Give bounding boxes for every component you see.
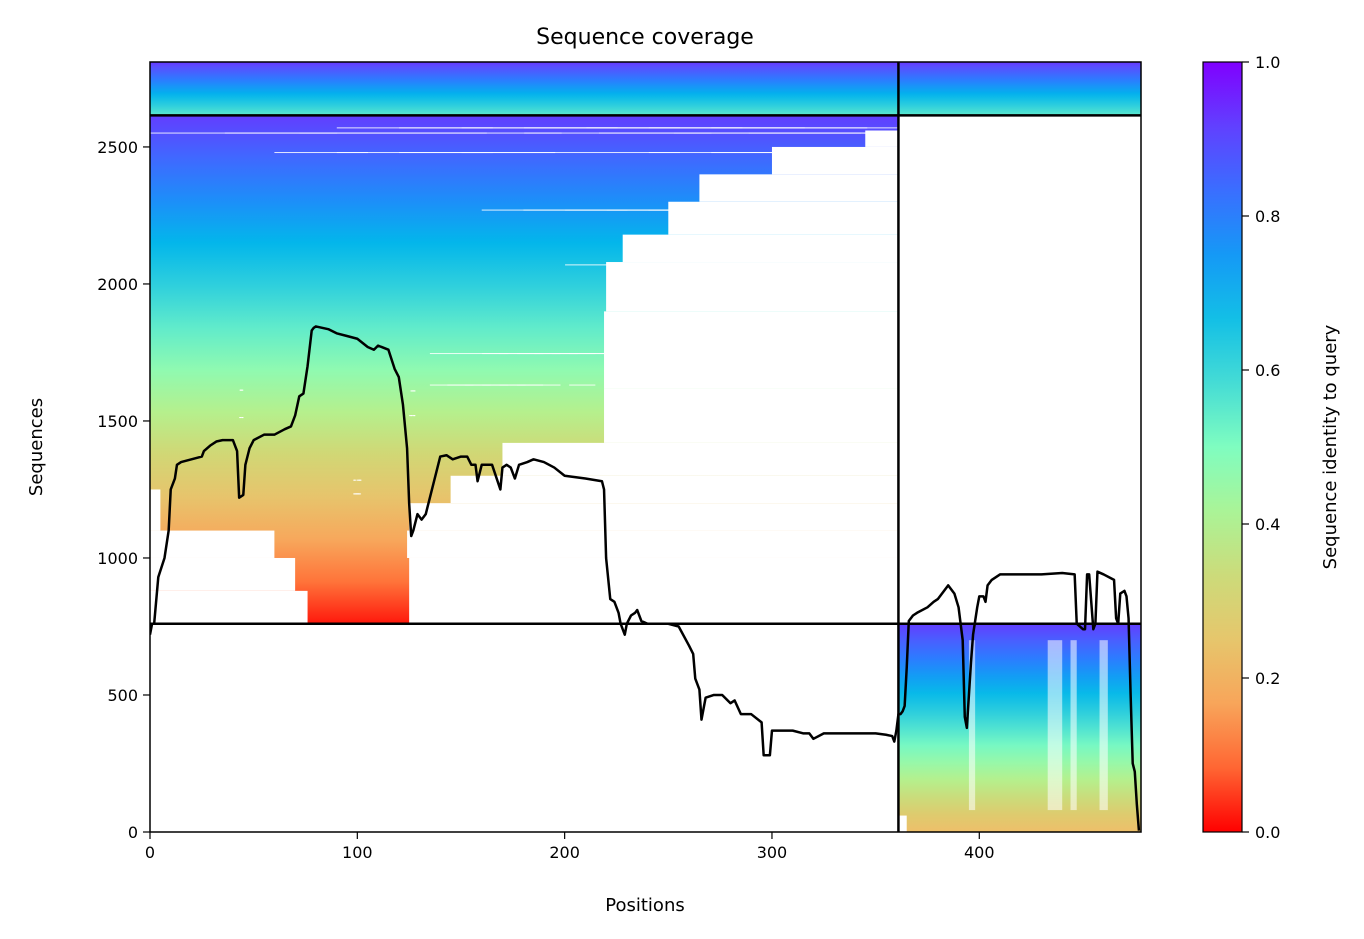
x-axis-label: Positions: [605, 895, 684, 916]
coverage-gap: [150, 557, 296, 591]
coverage-streak: [354, 479, 356, 481]
coverage-streak: [447, 384, 474, 386]
chart-title: Sequence coverage: [536, 25, 754, 50]
coverage-streak: [711, 127, 868, 129]
x-tick-label: 400: [964, 843, 995, 862]
coverage-streak: [356, 479, 358, 481]
coverage-streak: [359, 479, 362, 481]
coverage-streak: [399, 152, 493, 154]
coverage-streak: [274, 152, 368, 154]
coverage-gap: [771, 146, 899, 175]
y-tick-label: 2000: [97, 275, 138, 294]
x-axis-ticks: 0 100 200 300 400: [145, 832, 995, 862]
coverage-gap: [898, 815, 907, 832]
coverage-gap: [450, 475, 899, 504]
colorbar-tick-label: 0.8: [1255, 207, 1280, 226]
coverage-streak: [242, 389, 244, 391]
plot-area: [150, 62, 1141, 832]
coverage-block: [898, 62, 1141, 116]
coverage-streak: [773, 264, 836, 266]
x-tick-label: 0: [145, 843, 155, 862]
coverage-streak: [409, 415, 411, 417]
coverage-gap: [150, 489, 161, 531]
coverage-streak: [516, 384, 544, 386]
y-axis-ticks: 0 500 1000 1500 2000 2500: [97, 138, 150, 842]
coverage-gap: [604, 311, 899, 389]
colorbar-tick-label: 0.4: [1255, 515, 1280, 534]
x-tick-label: 200: [549, 843, 580, 862]
coverage-gap: [604, 388, 899, 443]
colorbar-tick-label: 0.6: [1255, 361, 1280, 380]
coverage-gap: [606, 262, 899, 312]
coverage-block: [150, 62, 899, 116]
coverage-streak: [482, 384, 509, 386]
colorbar: [1202, 61, 1243, 833]
colorbar-label: Sequence identity to query: [1320, 324, 1341, 569]
coverage-streak: [569, 384, 596, 386]
coverage-gap: [502, 442, 899, 476]
coverage-gap: [409, 503, 899, 531]
coverage-streak: [815, 264, 899, 266]
coverage-streak: [242, 417, 244, 419]
plot-frame: [149, 61, 1142, 833]
coverage-gap: [622, 234, 899, 263]
y-tick-label: 1500: [97, 412, 138, 431]
coverage-streak: [1099, 640, 1108, 811]
y-tick-label: 2500: [97, 138, 138, 157]
coverage-streak: [413, 415, 415, 417]
coverage-gap: [409, 557, 899, 624]
coverage-streak: [815, 209, 899, 211]
coverage-gap: [699, 174, 899, 202]
coverage-streak: [414, 415, 416, 417]
colorbar-tick-label: 0.0: [1255, 823, 1280, 842]
coverage-gap: [865, 130, 899, 147]
coverage-gap: [150, 590, 308, 624]
y-axis-label: Sequences: [26, 398, 47, 496]
coverage-streak: [748, 132, 899, 134]
coverage-streak: [1070, 640, 1077, 811]
colorbar-tick-label: 1.0: [1255, 53, 1280, 72]
colorbar-ticks: 0.0 0.2 0.4 0.6 0.8 1.0: [1242, 53, 1280, 842]
coverage-streak: [299, 132, 487, 134]
x-tick-label: 100: [342, 843, 373, 862]
coverage-gap: [668, 201, 899, 235]
coverage-streak: [773, 152, 899, 154]
coverage-streak: [358, 479, 360, 481]
coverage-streak: [690, 264, 753, 266]
coverage-gap: [407, 530, 899, 558]
coverage-streak: [569, 353, 605, 355]
coverage-streak: [968, 640, 976, 811]
colorbar-tick-label: 0.2: [1255, 669, 1280, 688]
coverage-line: [150, 325, 1141, 831]
coverage-gap: [150, 530, 275, 558]
coverage-streak: [1047, 640, 1063, 811]
y-tick-label: 1000: [97, 549, 138, 568]
coverage-streak: [648, 209, 836, 211]
coverage-streak: [358, 493, 361, 495]
coverage-streak: [414, 390, 416, 392]
coverage-streak: [606, 264, 670, 266]
y-tick-label: 0: [128, 823, 138, 842]
coverage-streak: [461, 152, 681, 154]
coverage-gaps: [150, 115, 1108, 832]
coverage-streak: [711, 152, 805, 154]
coverage-streak: [411, 415, 414, 417]
x-tick-label: 300: [757, 843, 788, 862]
y-tick-label: 500: [107, 686, 138, 705]
coverage-streak: [239, 417, 242, 419]
coverage-streak: [429, 353, 509, 355]
coverage-streak: [410, 415, 412, 417]
